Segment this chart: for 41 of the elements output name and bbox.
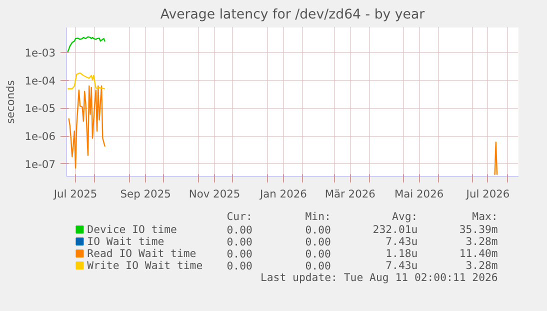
- x-tick-label: Jan 2026: [258, 188, 308, 200]
- text: Last update: Tue Aug 11 02:00:11 2026: [260, 271, 498, 284]
- line-series: [67, 72, 106, 90]
- text: 0.00: [305, 248, 331, 260]
- text: 232.01u: [372, 223, 418, 236]
- text: 3.28m: [466, 259, 498, 272]
- text: 1.18u: [386, 247, 418, 260]
- text: 11.40m: [459, 247, 498, 260]
- text: 0.00: [226, 260, 252, 272]
- y-tick-label: 1e-04: [24, 74, 56, 88]
- x-tick-label: Jul 2026: [465, 188, 510, 200]
- text: 0.00: [305, 260, 331, 272]
- text: 0.00: [226, 236, 252, 248]
- text: Max:: [472, 210, 498, 223]
- text: 7.43u: [386, 259, 418, 272]
- x-tick-label: Mär 2026: [324, 188, 376, 200]
- x-tick-label: Nov 2025: [188, 188, 240, 200]
- legend-label: IO Wait time: [87, 235, 164, 248]
- text: 0.00: [226, 248, 252, 260]
- legend-label: Device IO time: [87, 223, 177, 236]
- text: 0.00: [226, 224, 252, 236]
- text: Cur:: [226, 210, 252, 223]
- x-tick-label: Mai 2026: [394, 188, 444, 200]
- y-axis-title: seconds: [4, 80, 17, 124]
- y-tick-label: 1e-05: [24, 102, 56, 116]
- text: 0.00: [305, 236, 331, 248]
- text: 35.39m: [459, 223, 498, 236]
- legend-label: Write IO Wait time: [87, 259, 203, 272]
- y-tick-label: 1e-03: [24, 46, 56, 60]
- x-tick-label: Jul 2025: [52, 188, 98, 200]
- text: Avg:: [392, 210, 418, 223]
- legend-label: Read IO Wait time: [87, 247, 196, 260]
- y-tick-label: 1e-07: [24, 158, 56, 171]
- text: Min:: [305, 210, 331, 223]
- chart-title: Average latency for /dev/zd64 - by year: [160, 8, 426, 22]
- text: 0.00: [305, 224, 331, 236]
- text: 7.43u: [386, 235, 418, 248]
- x-tick-label: Sep 2025: [120, 188, 171, 200]
- line-series: [67, 36, 106, 53]
- text: 3.28m: [466, 235, 498, 248]
- y-tick-label: 1e-06: [24, 130, 56, 144]
